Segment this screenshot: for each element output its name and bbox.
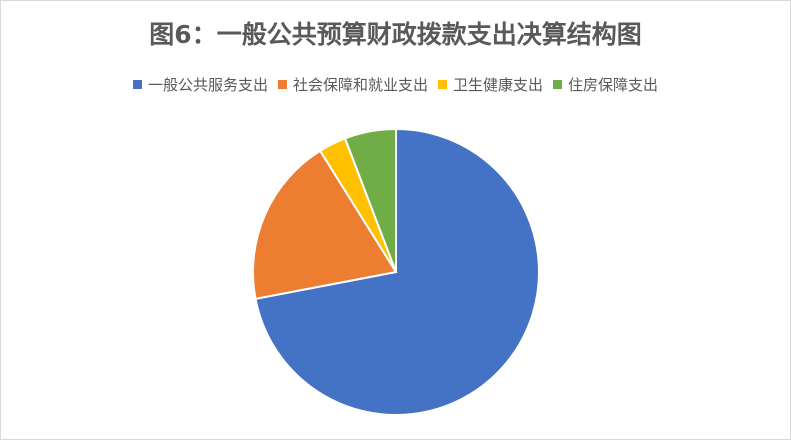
legend-item: 一般公共服务支出 xyxy=(132,74,268,95)
legend-item: 住房保障支出 xyxy=(553,74,658,95)
legend-label: 社会保障和就业支出 xyxy=(292,76,428,94)
legend-label: 住房保障支出 xyxy=(568,76,659,94)
legend-label: 一般公共服务支出 xyxy=(147,76,268,94)
legend-swatch xyxy=(553,80,563,89)
legend-swatch xyxy=(438,80,447,89)
legend-item: 社会保障和就业支出 xyxy=(277,74,428,95)
pie-slice-4 xyxy=(343,127,397,273)
pie-slice-1 xyxy=(254,127,540,416)
chart-title: 图6：一般公共预算财政拨款支出决算结构图 xyxy=(149,20,642,49)
legend-swatch xyxy=(277,80,287,89)
legend: 一般公共服务支出 社会保障和就业支出 卫生健康支出 住房保障支出 xyxy=(1,74,790,95)
legend-label: 卫生健康支出 xyxy=(453,76,544,94)
legend-swatch xyxy=(132,80,142,89)
pie-slice-2 xyxy=(252,149,398,300)
legend-item: 卫生健康支出 xyxy=(438,74,543,95)
